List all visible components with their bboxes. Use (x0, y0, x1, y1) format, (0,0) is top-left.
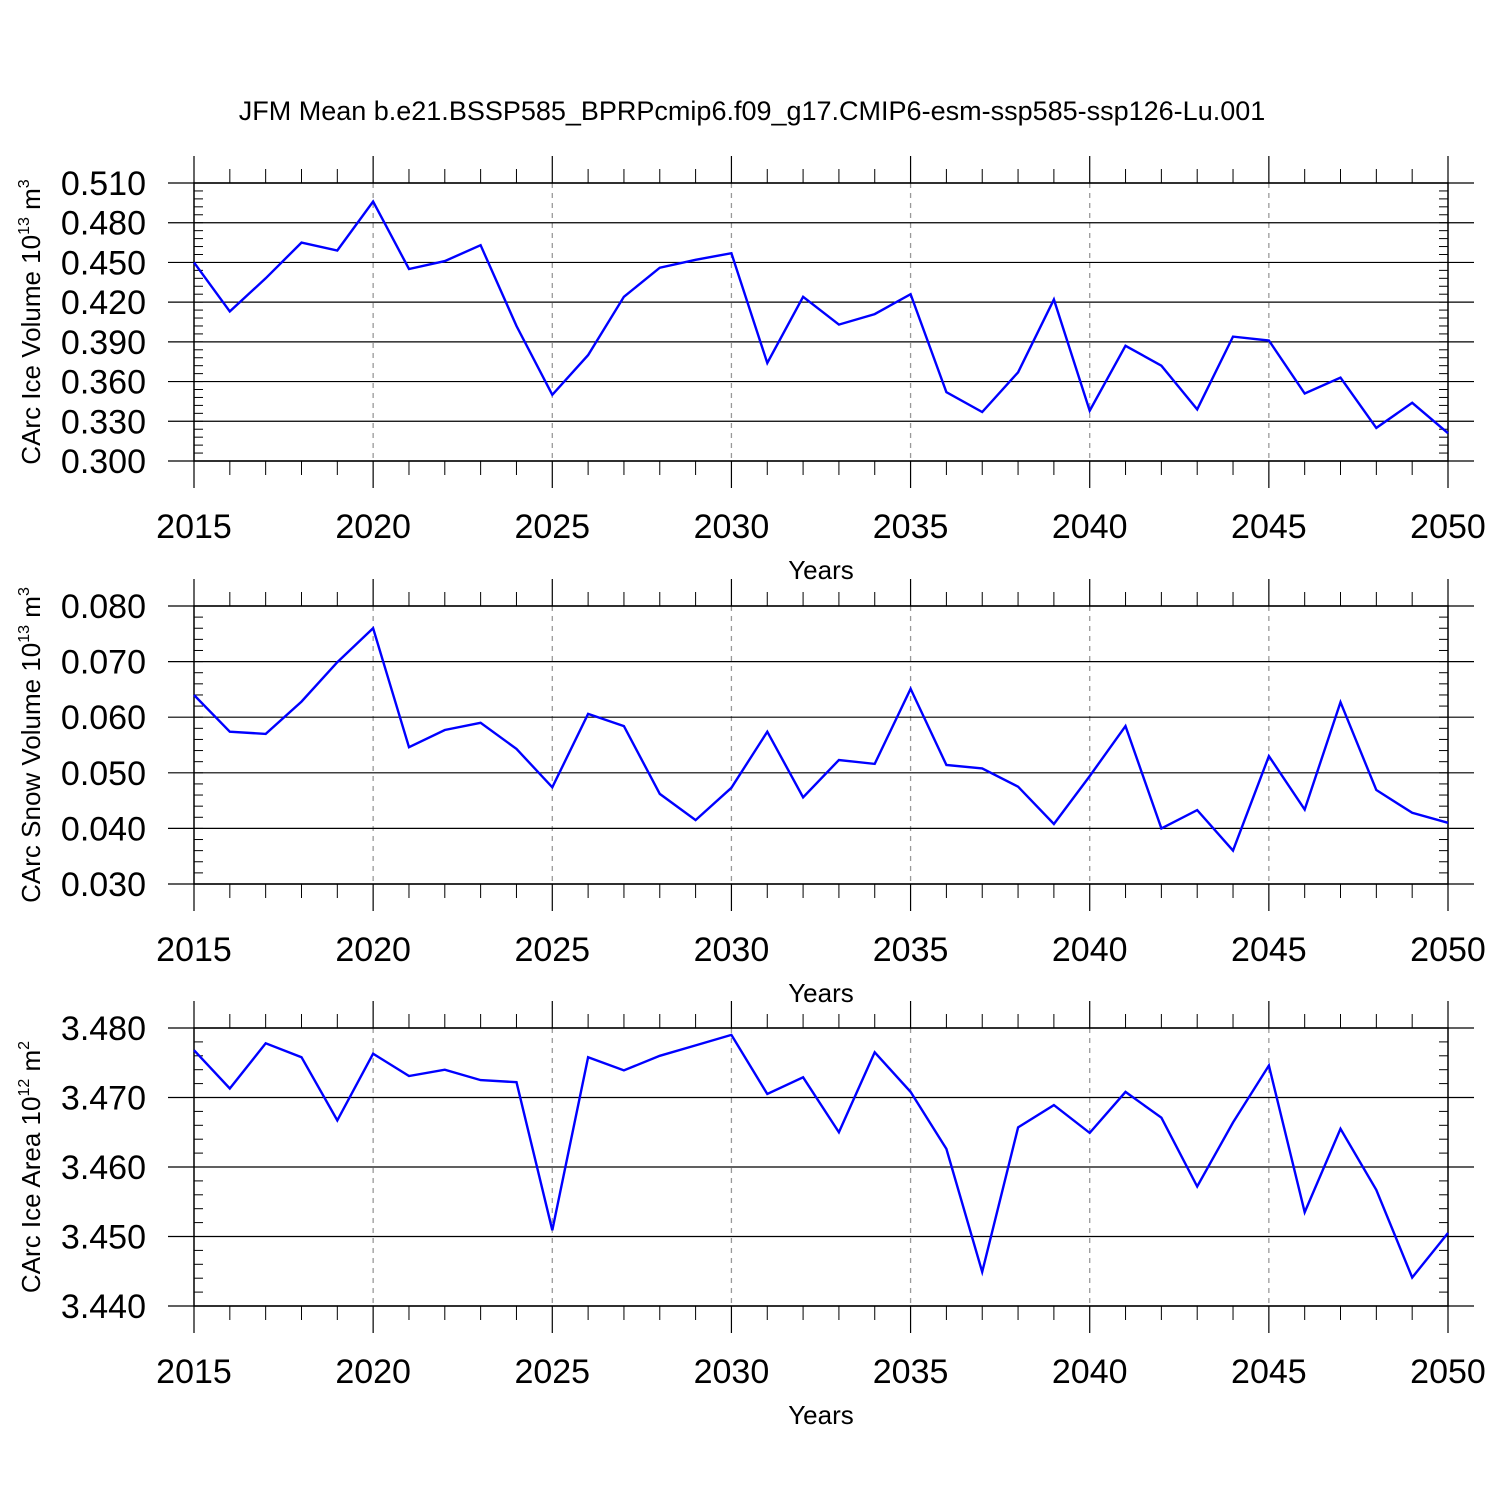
y-tick-label: 0.450 (61, 244, 146, 282)
x-tick-label: 2030 (694, 1353, 770, 1391)
y-tick-label: 0.330 (61, 403, 146, 441)
x-tick-label: 2020 (335, 931, 411, 969)
x-tick-label: 2015 (156, 1353, 232, 1391)
x-axis-label: Years (788, 555, 854, 585)
x-tick-label: 2030 (694, 508, 770, 546)
x-tick-label: 2040 (1052, 1353, 1128, 1391)
chart-panel-3: 3.440 3.450 3.460 3.470 3.480 2015 2020 2025 203… (16, 1001, 1486, 1430)
chart-panel-2: 0.030 0.040 0.050 0.060 0.070 0.080 2015 2020 20… (16, 579, 1486, 1008)
y-tick-label: 0.070 (61, 644, 146, 682)
y-tick-label: 0.040 (61, 810, 146, 848)
chart-panel-1: 0.3000.3300.3600.3900.4200.4500.4800.510… (16, 156, 1486, 585)
x-tick-label: 2035 (873, 931, 949, 969)
x-tick-label: 2025 (514, 508, 590, 546)
x-tick-label: 2050 (1410, 508, 1486, 546)
y-label-unit: m (16, 1050, 46, 1079)
plot-frame (193, 182, 1449, 462)
x-axis-label: Years (788, 1400, 854, 1430)
y-axis-label: CArc Ice Area 1012 m2 (16, 1041, 46, 1293)
y-label-text: CArc Snow Volume 10 (16, 643, 46, 903)
y-tick-label: 3.440 (61, 1288, 146, 1326)
y-label-exponent: 12 (16, 1079, 33, 1097)
y-tick-label: 0.420 (61, 284, 146, 322)
x-tick-label: 2050 (1410, 1353, 1486, 1391)
series-line (193, 199, 1449, 435)
x-tick-label: 2020 (335, 1353, 411, 1391)
x-tick-label: 2015 (156, 508, 232, 546)
x-tick-label: 2040 (1052, 508, 1128, 546)
x-tick-label: 2045 (1231, 931, 1307, 969)
y-tick-label: 0.480 (61, 205, 146, 243)
y-tick-label: 0.050 (61, 755, 146, 793)
y-tick-label: 0.030 (61, 866, 146, 904)
x-tick-label: 2045 (1231, 1353, 1307, 1391)
y-label-exponent: 13 (16, 625, 33, 643)
plot-frame (193, 605, 1449, 885)
x-tick-label: 2035 (873, 508, 949, 546)
y-tick-label: 0.510 (61, 165, 146, 203)
x-tick-label: 2025 (514, 931, 590, 969)
y-tick-label: 3.470 (61, 1080, 146, 1118)
plot-frame (193, 1027, 1449, 1307)
y-tick-label: 0.080 (61, 588, 146, 626)
series-line (193, 1033, 1449, 1280)
y-tick-label: 0.360 (61, 364, 146, 402)
chart-title: JFM Mean b.e21.BSSP585_BPRPcmip6.f09_g17… (239, 96, 1266, 126)
y-label-unit: m (16, 188, 46, 217)
x-tick-label: 2050 (1410, 931, 1486, 969)
y-axis-label: CArc Snow Volume 1013 m3 (16, 587, 46, 903)
x-tick-label: 2020 (335, 508, 411, 546)
panels-group: 0.3000.3300.3600.3900.4200.4500.4800.510… (16, 156, 1486, 1430)
y-axis-label: CArc Ice Volume 1013 m3 (16, 179, 46, 464)
y-tick-label: 0.060 (61, 699, 146, 737)
y-tick-label: 0.390 (61, 324, 146, 362)
y-tick-label: 0.300 (61, 443, 146, 481)
series-line (193, 625, 1449, 853)
x-tick-label: 2040 (1052, 931, 1128, 969)
x-tick-label: 2035 (873, 1353, 949, 1391)
x-tick-label: 2025 (514, 1353, 590, 1391)
x-tick-label: 2030 (694, 931, 770, 969)
x-tick-label: 2045 (1231, 508, 1307, 546)
y-label-unit-exponent: 3 (16, 587, 33, 596)
y-label-text: CArc Ice Area 10 (16, 1097, 46, 1294)
x-tick-label: 2015 (156, 931, 232, 969)
x-axis-label: Years (788, 978, 854, 1008)
y-label-unit: m (16, 596, 46, 625)
y-tick-label: 3.450 (61, 1219, 146, 1257)
y-tick-label: 3.460 (61, 1149, 146, 1187)
y-tick-label: 3.480 (61, 1010, 146, 1048)
y-label-unit-exponent: 3 (16, 179, 33, 188)
y-label-exponent: 13 (16, 217, 33, 235)
y-label-text: CArc Ice Volume 10 (16, 235, 46, 465)
y-label-unit-exponent: 2 (16, 1041, 33, 1050)
